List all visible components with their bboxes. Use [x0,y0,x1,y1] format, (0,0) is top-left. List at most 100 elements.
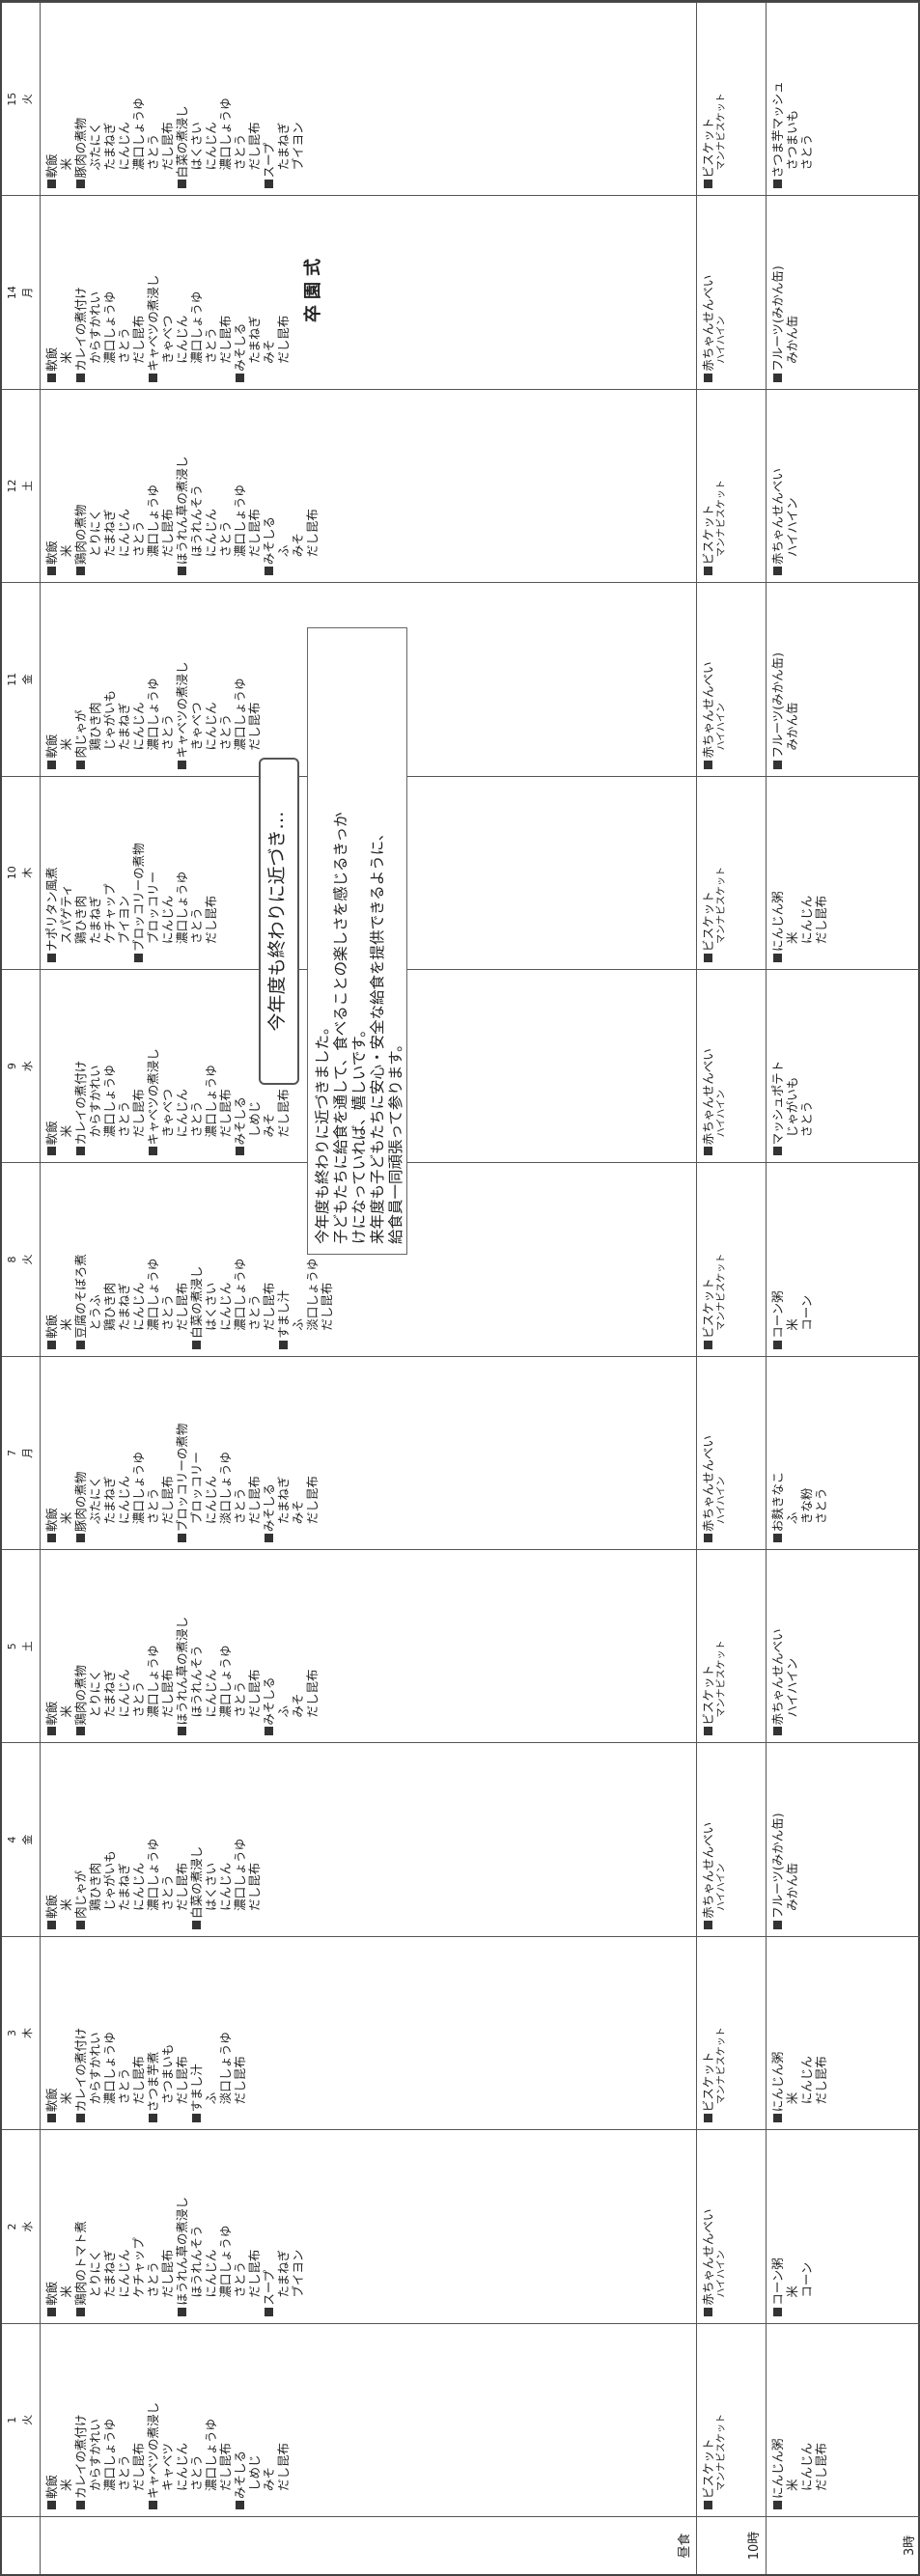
dish-name: 鶏肉の煮物 [73,1556,88,1736]
ingredient: さとう [146,1487,160,1525]
ingredient: 米 [59,1898,73,1911]
lunch-cell: 軟飯米豚肉の煮物 ぶたにく たまねぎ にんじん 濃口しょうゆ さとう だし昆布 白菜の煮浸しは… [41,2,697,196]
ingredient: たまねぎ [247,316,262,364]
ingredient: にんじん [175,2442,189,2491]
ingredient: だし昆布 [175,1862,189,1911]
pm-snack-cell: にんじん粥米にんじん だし昆布 [767,2322,920,2516]
ingredient: ほうれんそう [189,2225,204,2298]
ingredient: とりにく [88,2249,102,2298]
ingredient: マンナビスケット [716,1253,727,1331]
ingredient: さとう [131,520,146,558]
ingredient: 米 [785,931,799,944]
ingredient: コーン [799,1294,814,1331]
ingredient: 米 [59,351,73,364]
ingredient: たまねぎ [276,122,291,171]
date: 9 [6,1063,18,1070]
dish-name: キャベツの煮浸し [146,976,160,1156]
ingredient: にんじん [799,2056,814,2105]
ingredient: 米 [59,157,73,171]
ingredient: コーン [799,2261,814,2298]
dish-name: ビスケット [701,1169,715,1349]
ingredient: ふ [785,1511,799,1525]
message-line: 給食員一同頑張って参ります。 [387,1037,404,1244]
dish-name: にんじん粥 [770,2330,785,2510]
ingredient: はくさい [204,1282,218,1331]
dish-name: 赤ちゃんせんべい [701,2136,715,2316]
ingredient: だし昆布 [175,2056,189,2105]
ingredient: にんじん [117,122,131,171]
dish-name: みそしる [233,976,247,1156]
ingredient: マンナビスケット [716,2414,727,2491]
ingredient: さとう [189,1100,204,1138]
ingredient: とうふ [88,1294,102,1331]
ingredient: たまねぎ [276,2249,291,2298]
dish-name: 軟飯 [44,589,59,769]
ingredient: だし昆布 [131,315,146,364]
am-snack-cell: ビスケット マンナビスケット [697,775,767,969]
weekday: 金 [21,1834,34,1845]
ingredient: だし昆布 [131,1089,146,1138]
ingredient: にんじん [175,1089,189,1138]
ingredient: だし昆布 [247,1669,262,1718]
ingredient: 濃口しょうゆ [218,97,233,171]
ingredient: じゃがいも [102,690,117,751]
ingredient: 米 [59,1318,73,1331]
ingredient: みそ [291,1500,305,1525]
ingredient: さとう [160,1294,175,1331]
am-snack-cell: 赤ちゃんせんべい ハイハイン [697,582,767,776]
dish-name: 軟飯 [44,1943,59,2123]
ingredient: たまねぎ [102,1669,117,1718]
day-header: 10 木 [2,775,41,969]
dish-name: ナポリタン風煮 [44,783,59,963]
ingredient: 濃口しょうゆ [204,1065,218,1138]
ingredient: だし昆布 [262,1282,276,1331]
ingredient: ハイハイン [785,497,799,558]
weekday: 金 [21,674,34,685]
dish-name: 赤ちゃんせんべい [701,1363,715,1543]
date: 3 [6,2030,18,2037]
ingredient: ぶたにく [88,1476,102,1525]
weekday: 土 [21,480,34,491]
dish-name: 赤ちゃんせんべい [701,1749,715,1929]
ingredient: ふ [276,544,291,558]
ingredient: きゃべつ [160,315,175,364]
ingredient: にんじん [204,702,218,751]
dish-name: 軟飯 [44,202,59,382]
lunch-cell: 軟飯米鶏肉の煮物 とりにく たまねぎ にんじん さとう 濃口しょうゆ だし昆布 ほうれん草の煮… [41,1549,697,1743]
ingredient: ハイハイン [716,2250,727,2298]
dish-name: 豚肉の煮物 [73,1363,88,1543]
dish-name: 鶏肉のトマト煮 [73,2136,88,2316]
ingredient: にんじん [160,895,175,944]
dish-name: お麩きなこ [770,1363,785,1543]
ingredient: にんじん [204,2249,218,2298]
ingredient: ハイハイン [785,1657,799,1718]
ingredient: ブロッコリー [146,871,160,944]
ingredient: はくさい [189,122,204,171]
ingredient: だし昆布 [247,702,262,751]
am-snack-cell: 赤ちゃんせんべい ハイハイン [697,968,767,1163]
ingredient: さとう [131,1680,146,1718]
ingredient: さつまいも [785,109,799,171]
dish-name: スープ [262,9,276,189]
ingredient: みそ [262,2466,276,2491]
ingredient: だし昆布 [305,509,320,558]
dish-name: 赤ちゃんせんべい [770,1556,785,1736]
ingredient: ぶたにく [88,122,102,171]
ingredient: 米 [785,2285,799,2298]
ingredient: にんじん [117,1669,131,1718]
ingredient: ほうれんそう [189,485,204,558]
ingredient: 米 [785,2479,799,2491]
dish-name: 軟飯 [44,9,59,189]
ingredient: だし昆布 [160,509,175,558]
ingredient: マンナビスケット [716,1640,727,1718]
weekday: 水 [21,2221,34,2232]
dish-name: 赤ちゃんせんべい [770,396,785,576]
ingredient: 濃口しょうゆ [131,1452,146,1525]
ingredient: だし昆布 [160,1669,175,1718]
ingredient: だし昆布 [276,2442,291,2491]
ingredient: 濃口しょうゆ [218,1645,233,1718]
